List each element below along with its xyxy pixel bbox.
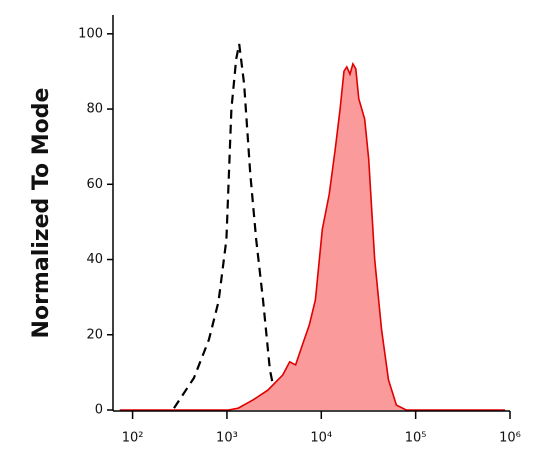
y-tick-label: 0 [95,403,103,418]
y-tick-label: 60 [86,177,103,192]
histogram-line [173,43,284,411]
y-tick-label: 40 [86,252,103,267]
y-tick-label: 20 [86,327,103,342]
y-axis-label: Normalized To Mode [29,88,54,339]
x-tick-label: 10² [122,431,144,446]
y-tick-label: 80 [86,102,103,117]
x-tick-label: 10⁵ [405,431,427,446]
x-tick-label: 10³ [216,431,238,446]
histogram-line [119,61,506,411]
y-tick-label: 100 [78,26,103,41]
x-tick-label: 10⁴ [310,431,332,446]
histogram-area [119,63,506,411]
x-tick-label: 10⁶ [499,431,521,446]
